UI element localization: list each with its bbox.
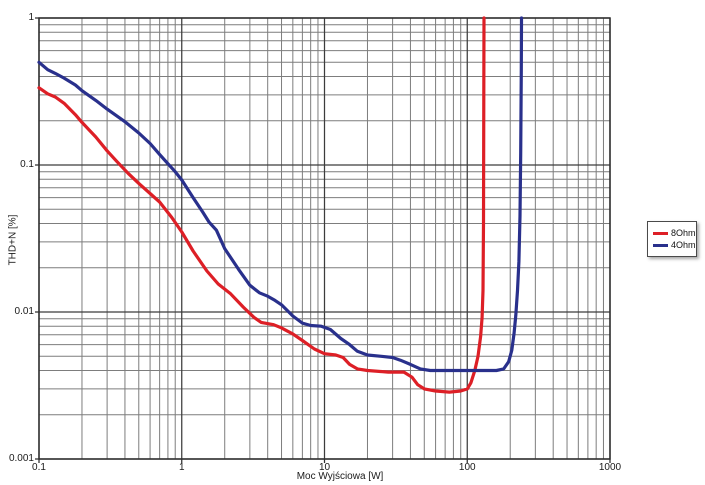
legend-label-8ohm: 8Ohm: [671, 228, 696, 238]
x-tick-label: 0.1: [32, 462, 46, 473]
legend: 8Ohm 4Ohm: [647, 221, 697, 257]
y-tick-label: 0.01: [14, 306, 34, 317]
x-tick-label: 1000: [598, 462, 622, 473]
legend-item-4ohm: 4Ohm: [653, 240, 696, 250]
x-axis-title: Moc Wyjściowa [W]: [296, 471, 384, 482]
x-tick-label: 1: [178, 462, 185, 473]
y-tick-label: 0.001: [8, 453, 34, 464]
legend-item-8ohm: 8Ohm: [653, 228, 696, 238]
y-tick-label: 1: [28, 12, 34, 23]
plot-frame: [38, 17, 611, 460]
legend-swatch-8ohm-line: [653, 231, 668, 235]
y-axis-title: THD+N [%]: [7, 214, 19, 266]
y-tick-label: 0.1: [20, 159, 34, 170]
x-tick-label: 100: [458, 462, 476, 473]
legend-label-4ohm: 4Ohm: [671, 240, 696, 250]
legend-swatch-4ohm-line: [653, 243, 668, 247]
x-tick-label: 10: [318, 462, 331, 473]
series-8ohm-curve: [37, 16, 486, 394]
series-4ohm-curve: [37, 16, 524, 373]
